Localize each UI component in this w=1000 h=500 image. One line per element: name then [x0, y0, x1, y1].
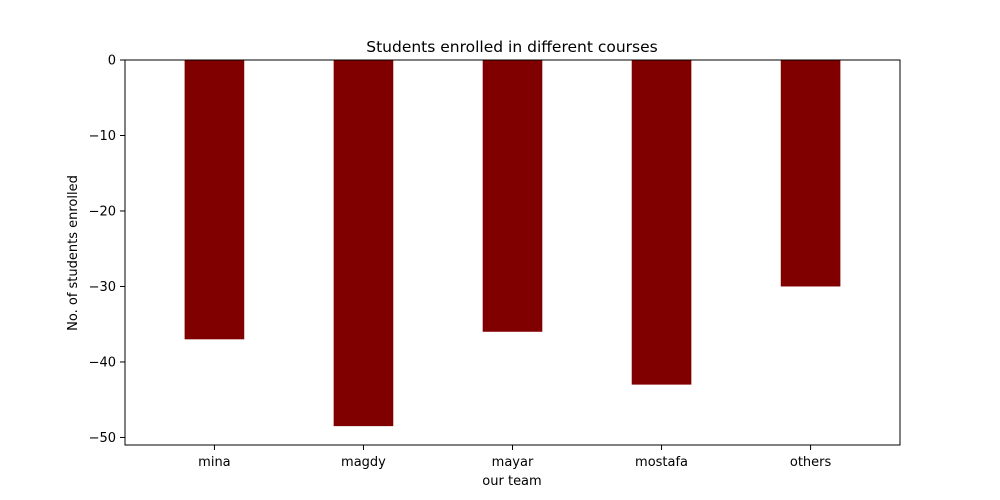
x-tick-label-mina: mina — [198, 455, 230, 470]
x-tick-label-others: others — [790, 455, 832, 470]
y-tick-label: −30 — [89, 280, 116, 295]
x-tick-label-mostafa: mostafa — [635, 455, 688, 470]
chart-title: Students enrolled in different courses — [366, 38, 658, 56]
bar-mina — [184, 60, 245, 340]
bar-magdy — [333, 60, 394, 427]
y-tick-label: −40 — [89, 355, 116, 370]
bars-group — [184, 60, 841, 427]
y-tick-label: −10 — [89, 129, 116, 144]
y-tick-label: 0 — [108, 54, 116, 69]
x-tick-label-mayar: mayar — [492, 455, 534, 470]
y-axis: 0 −10 −20 −30 −40 −50 — [89, 54, 125, 446]
bar-others — [780, 60, 841, 287]
y-tick-label: −20 — [89, 204, 116, 219]
x-axis-title: our team — [482, 474, 541, 489]
y-axis-title: No. of students enrolled — [66, 175, 81, 331]
x-tick-label-magdy: magdy — [341, 455, 386, 470]
bar-mayar — [482, 60, 543, 332]
x-axis: mina magdy mayar mostafa others — [198, 445, 832, 470]
bar-mostafa — [631, 60, 692, 385]
y-tick-label: −50 — [89, 431, 116, 446]
